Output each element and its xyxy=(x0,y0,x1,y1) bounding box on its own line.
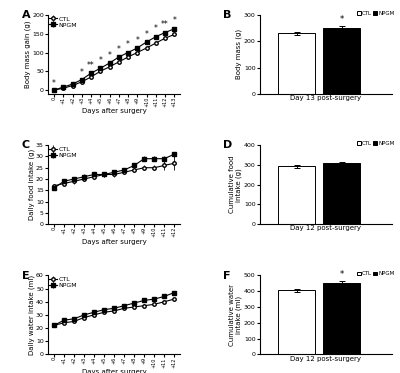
X-axis label: Day 12 post-surgery: Day 12 post-surgery xyxy=(290,226,361,232)
Y-axis label: Daily food intake (g): Daily food intake (g) xyxy=(28,149,34,220)
Text: *: * xyxy=(144,29,148,38)
Text: *: * xyxy=(340,15,344,23)
Text: *: * xyxy=(340,270,344,279)
Text: **: ** xyxy=(87,61,95,70)
Text: *: * xyxy=(126,40,130,49)
Text: *: * xyxy=(98,56,102,65)
Y-axis label: Body mass gain (g): Body mass gain (g) xyxy=(24,21,31,88)
Text: D: D xyxy=(223,140,232,150)
Text: **: ** xyxy=(161,20,169,29)
Legend: CTL, NPGM: CTL, NPGM xyxy=(357,272,395,276)
Text: *: * xyxy=(80,68,84,77)
Bar xyxy=(323,283,360,354)
Bar xyxy=(278,33,315,94)
Y-axis label: Cumulative food
intake (g): Cumulative food intake (g) xyxy=(229,156,242,213)
Legend: CTL, NPGM: CTL, NPGM xyxy=(49,16,77,28)
Y-axis label: Body mass (g): Body mass (g) xyxy=(236,29,242,79)
X-axis label: Day 13 post-surgery: Day 13 post-surgery xyxy=(290,95,362,101)
Text: F: F xyxy=(223,271,230,280)
Text: *: * xyxy=(52,79,56,88)
Legend: CTL, NPGM: CTL, NPGM xyxy=(357,141,395,146)
Legend: CTL, NPGM: CTL, NPGM xyxy=(49,147,77,158)
X-axis label: Day 12 post-surgery: Day 12 post-surgery xyxy=(290,356,361,362)
Legend: CTL, NPGM: CTL, NPGM xyxy=(357,11,395,16)
X-axis label: Days after surgery: Days after surgery xyxy=(82,239,146,245)
Text: *: * xyxy=(117,44,121,54)
X-axis label: Days after surgery: Days after surgery xyxy=(82,369,146,373)
Bar xyxy=(278,166,315,224)
Text: E: E xyxy=(22,271,29,280)
Text: C: C xyxy=(22,140,30,150)
Y-axis label: Cumulative water
intake (ml): Cumulative water intake (ml) xyxy=(229,284,242,346)
Legend: CTL, NPGM: CTL, NPGM xyxy=(49,277,77,288)
Text: *: * xyxy=(172,16,176,25)
Bar xyxy=(323,28,360,94)
Text: *: * xyxy=(154,24,158,33)
X-axis label: Days after surgery: Days after surgery xyxy=(82,109,146,115)
Text: A: A xyxy=(22,10,30,20)
Y-axis label: Daily water intake (ml): Daily water intake (ml) xyxy=(28,275,34,355)
Bar xyxy=(278,291,315,354)
Text: *: * xyxy=(135,35,139,44)
Text: *: * xyxy=(108,51,112,60)
Bar xyxy=(323,163,360,224)
Text: B: B xyxy=(223,10,231,20)
